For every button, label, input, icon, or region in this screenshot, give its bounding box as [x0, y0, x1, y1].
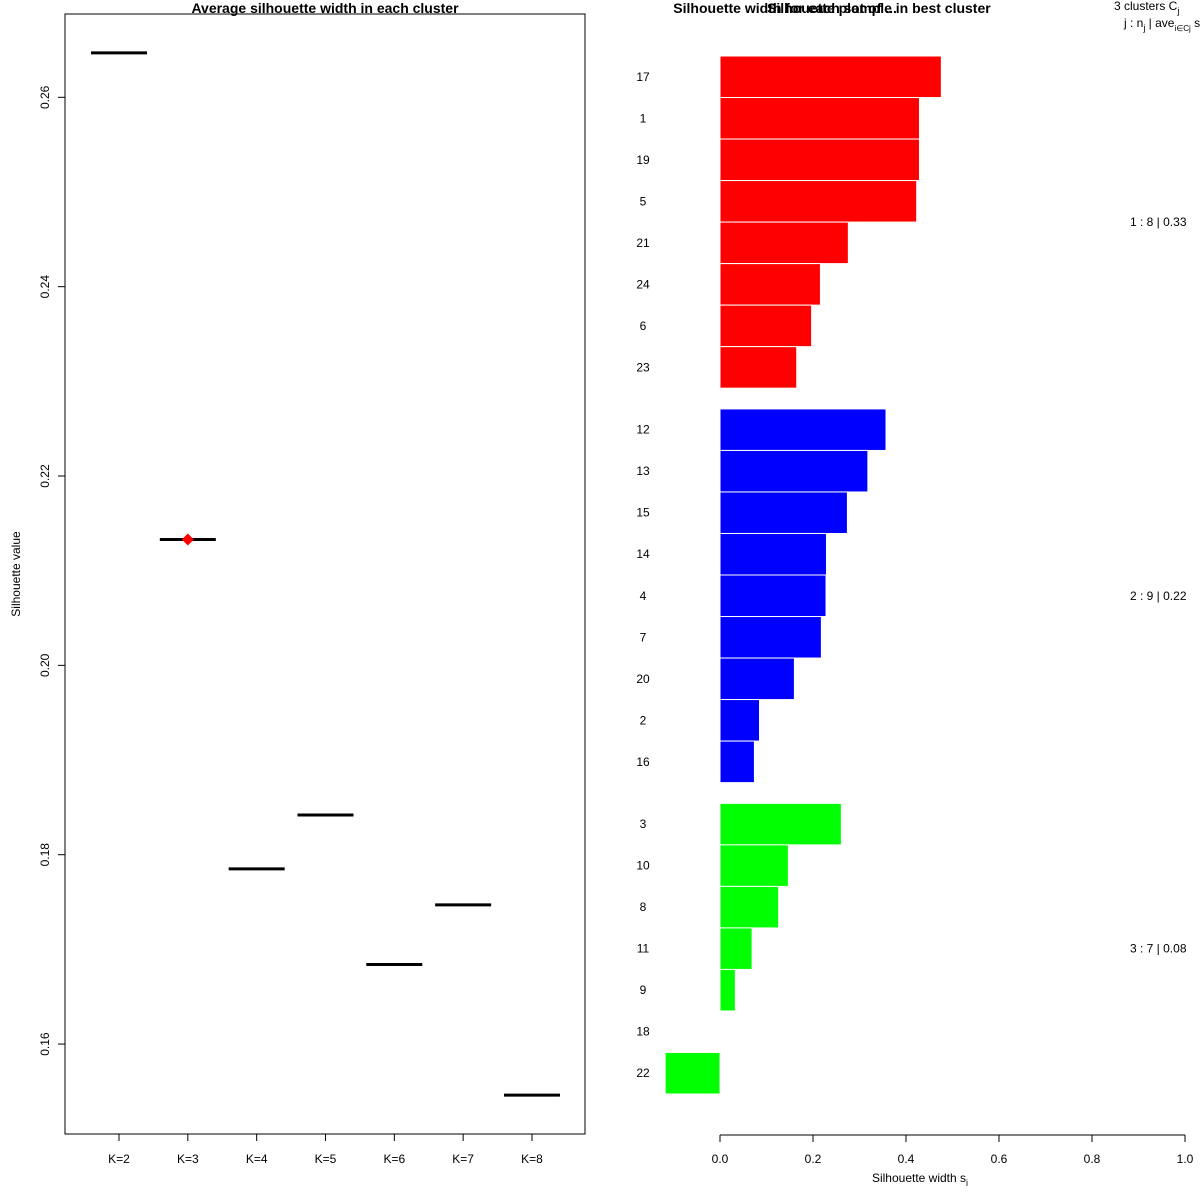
silhouette-bar — [719, 657, 795, 701]
right-cluster-labels: 1 : 8 | 0.33 2 : 9 | 0.22 3 : 7 | 0.08 — [1130, 215, 1187, 956]
left-x-tick-label: K=4 — [246, 1152, 268, 1166]
silhouette-bar — [719, 180, 918, 223]
sample-label: 10 — [636, 859, 650, 873]
left-x-tick-label: K=2 — [108, 1152, 130, 1166]
silhouette-bar — [719, 574, 827, 618]
right-x-tick-label: 0.8 — [1084, 1152, 1101, 1166]
header-line2-sub2: i∈Cj — [1174, 24, 1191, 33]
header-line2-c: s — [1191, 16, 1200, 30]
sample-label: 16 — [636, 755, 650, 769]
left-x-tick-label: K=7 — [452, 1152, 474, 1166]
sample-label: 6 — [640, 319, 647, 333]
left-x-axis: K=2 K=3 K=4 K=5 K=6 K=7 K=8 — [108, 1134, 543, 1166]
header-line2-a: j : n — [1123, 16, 1143, 30]
sample-label: 23 — [636, 360, 650, 374]
cluster-summary-label: 1 : 8 | 0.33 — [1130, 215, 1187, 229]
right-x-axis-label-sub: i — [966, 1178, 968, 1188]
left-x-tick-label: K=3 — [177, 1152, 199, 1166]
left-plot-box — [64, 13, 586, 1135]
silhouette-bar — [719, 802, 842, 846]
sample-label: 9 — [640, 983, 647, 997]
silhouette-bar — [664, 1051, 721, 1095]
sample-label: 19 — [636, 153, 650, 167]
right-chart-title-overlap: Silhouette plot of ... — [767, 0, 897, 16]
sample-label: 1 — [640, 111, 647, 125]
sample-label: 5 — [640, 194, 647, 208]
sample-label: 24 — [636, 277, 650, 291]
cluster-summary-label: 3 : 7 | 0.08 — [1130, 942, 1187, 956]
silhouette-bar — [719, 844, 789, 887]
sample-label: 18 — [636, 1025, 650, 1039]
left-best-marker — [181, 533, 194, 546]
sample-label: 8 — [640, 900, 647, 914]
left-y-tick-label: 0.16 — [38, 1032, 52, 1056]
silhouette-bar — [719, 532, 827, 576]
silhouette-bar — [719, 449, 869, 493]
silhouette-bar — [719, 55, 942, 99]
left-marks — [91, 51, 560, 1097]
sample-label: 17 — [636, 70, 650, 84]
sample-label: 21 — [636, 236, 650, 250]
sample-label: 14 — [636, 547, 650, 561]
left-chart-title: Average silhouette width in each cluster — [191, 0, 459, 16]
left-panel: Average silhouette width in each cluster… — [9, 0, 586, 1166]
left-y-axis-label: Silhouette value — [9, 531, 23, 617]
header-line2-b: | ave — [1145, 16, 1174, 30]
left-x-tick-label: K=6 — [383, 1152, 405, 1166]
left-x-tick-label: K=8 — [521, 1152, 543, 1166]
silhouette-bar — [719, 927, 753, 970]
right-x-tick-label: 0.2 — [805, 1152, 822, 1166]
silhouette-bar — [719, 138, 920, 182]
sample-label: 13 — [636, 464, 650, 478]
cluster-summary-label: 2 : 9 | 0.22 — [1130, 589, 1187, 603]
sample-label: 20 — [636, 672, 650, 686]
silhouette-bar — [719, 304, 813, 348]
right-bars — [664, 55, 942, 1095]
silhouette-bar — [719, 616, 822, 659]
sample-label: 7 — [640, 630, 647, 644]
sample-label: 15 — [636, 506, 650, 520]
silhouette-bar — [719, 740, 755, 784]
silhouette-bar — [719, 968, 736, 1012]
silhouette-bar — [719, 221, 849, 265]
silhouette-bar — [719, 97, 920, 140]
sample-label: 12 — [636, 423, 650, 437]
right-panel: Silhouette plot of ... Silhouette width … — [636, 0, 1200, 1188]
sample-label: 22 — [636, 1066, 650, 1080]
header-line1-main: 3 clusters C — [1114, 0, 1178, 13]
header-line1-sub: j — [1176, 6, 1179, 16]
silhouette-bar — [719, 699, 761, 742]
cluster-stats-header: j : nj | avei∈Cj s — [1123, 16, 1200, 33]
sample-label: 3 — [640, 817, 647, 831]
silhouette-bar — [719, 408, 887, 451]
left-y-tick-label: 0.24 — [38, 275, 52, 299]
silhouette-bar — [719, 491, 848, 534]
right-x-tick-label: 0.0 — [712, 1152, 729, 1166]
right-x-tick-label: 0.6 — [991, 1152, 1008, 1166]
left-y-tick-label: 0.20 — [38, 653, 52, 677]
silhouette-bar — [719, 263, 821, 306]
sample-label: 11 — [637, 942, 650, 956]
left-y-tick-label: 0.26 — [38, 85, 52, 109]
silhouette-bar — [719, 346, 798, 389]
right-x-tick-label: 1.0 — [1177, 1152, 1194, 1166]
header-line2-sub1: j — [1142, 23, 1145, 33]
sample-label: 4 — [640, 589, 647, 603]
sample-label: 2 — [640, 713, 647, 727]
left-x-tick-label: K=5 — [315, 1152, 337, 1166]
right-x-axis: 0.0 0.2 0.4 0.6 0.8 1.0 — [712, 1135, 1194, 1166]
silhouette-bar — [719, 885, 780, 929]
left-y-axis: 0.16 0.18 0.20 0.22 0.24 0.26 — [38, 85, 65, 1056]
right-x-axis-label: Silhouette width si — [872, 1171, 968, 1188]
right-x-tick-label: 0.4 — [898, 1152, 915, 1166]
left-y-tick-label: 0.18 — [38, 843, 52, 867]
right-x-axis-label-main: Silhouette width s — [872, 1171, 966, 1185]
left-y-tick-label: 0.22 — [38, 464, 52, 488]
right-chart-title: Silhouette width for each sample in best… — [673, 0, 991, 16]
cluster-count-header: 3 clusters Cj — [1114, 0, 1179, 16]
